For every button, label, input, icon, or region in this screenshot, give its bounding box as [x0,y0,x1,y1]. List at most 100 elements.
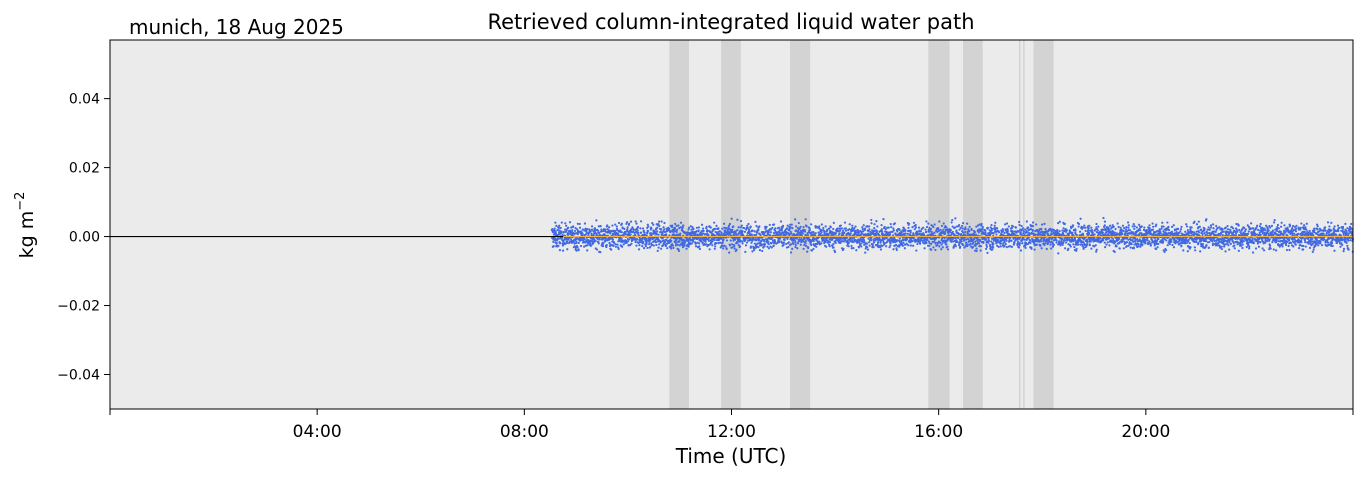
data-point [870,239,873,242]
data-point [629,233,632,236]
data-point [844,238,847,242]
data-point [1130,243,1133,246]
data-point [555,224,558,227]
data-point [943,232,947,235]
data-point [734,237,737,240]
data-point [847,245,850,248]
data-point [1286,226,1289,229]
data-point [707,239,710,242]
data-point [928,229,932,232]
data-point [740,224,743,227]
data-point [1311,250,1314,254]
data-point [984,247,988,250]
flagged-band-2 [790,40,811,409]
data-point [1315,236,1318,240]
data-point [697,229,700,232]
data-point [1102,239,1105,242]
data-point [1103,220,1107,223]
data-point [757,246,760,249]
data-point [823,230,826,233]
data-point [736,241,739,244]
data-point [1088,224,1091,227]
data-point [741,240,744,243]
data-point [645,242,648,246]
chart-subtitle: munich, 18 Aug 2025 [129,15,344,39]
data-point [695,230,698,233]
data-point [1244,228,1247,231]
data-point [1136,238,1139,241]
data-point [860,245,863,248]
data-point [860,232,863,235]
data-point [1245,245,1248,249]
data-point [772,231,776,235]
data-point [907,226,910,229]
data-point [809,238,812,242]
data-point [834,232,838,235]
data-point [737,226,740,229]
data-point [945,243,948,246]
data-point [1294,243,1297,246]
data-point [979,245,983,248]
data-point [1108,244,1111,247]
data-point [876,241,880,244]
data-point [691,236,694,239]
data-point [1251,251,1255,254]
data-point [1291,227,1294,230]
data-point [1234,232,1238,235]
data-point [1118,242,1121,245]
data-point [1103,241,1106,244]
data-point [704,240,707,243]
data-point [849,232,852,235]
data-point [985,245,989,248]
data-point [715,242,718,245]
data-point [991,248,994,251]
data-point [1159,232,1162,235]
data-point [1288,238,1291,242]
data-point [1025,220,1028,223]
data-point [1197,241,1200,245]
data-point [614,245,618,248]
data-point [1051,245,1055,248]
data-point [1021,229,1024,232]
data-point [1258,225,1261,228]
data-point [768,223,771,227]
data-point [698,245,701,248]
data-point [951,218,954,222]
data-point [880,239,883,242]
data-point [717,227,720,230]
data-point [818,225,821,228]
data-point [557,226,560,230]
data-point [557,237,560,240]
data-point [554,221,557,224]
data-point [1018,223,1021,227]
data-point [1137,243,1140,246]
data-point [594,239,597,242]
data-point [853,227,856,230]
data-point [923,247,926,250]
data-point [1237,249,1240,252]
data-point [628,238,631,241]
data-point [848,228,851,231]
data-point [915,249,918,252]
data-point [1124,228,1128,231]
data-point [951,225,954,228]
data-point [671,224,674,227]
data-point [1247,230,1250,233]
data-point [624,233,627,236]
data-point [777,226,781,229]
data-point [1016,240,1020,244]
data-point [567,238,570,241]
data-point [626,221,629,224]
data-point [1112,239,1115,243]
data-point [709,226,712,229]
data-point [1203,231,1206,234]
data-point [1096,229,1099,232]
data-point [1020,224,1023,228]
data-point [1067,247,1070,250]
data-point [941,246,944,249]
data-point [675,242,678,245]
data-point [981,227,984,230]
data-point [1254,247,1258,250]
data-point [851,224,854,227]
data-point [951,230,954,234]
